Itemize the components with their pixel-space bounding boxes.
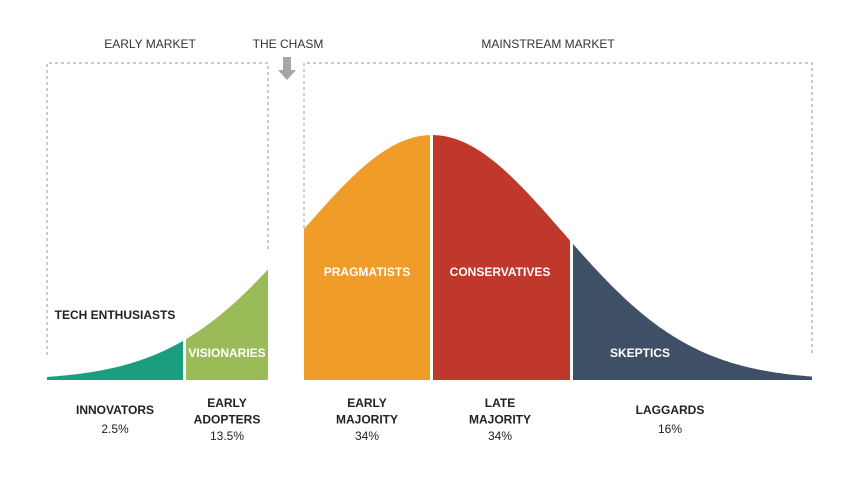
segment-area bbox=[433, 135, 570, 380]
segment-area bbox=[304, 135, 430, 380]
early-market-bracket bbox=[46, 62, 269, 355]
group-share: 16% bbox=[658, 422, 682, 436]
group-name: MAJORITY bbox=[469, 413, 531, 427]
group-share: 34% bbox=[488, 429, 512, 443]
mainstream-market-label: MAINSTREAM MARKET bbox=[481, 37, 615, 51]
segment-area bbox=[186, 269, 268, 380]
segment-label: TECH ENTHUSIASTS bbox=[55, 308, 176, 322]
mainstream-market-bracket bbox=[303, 62, 813, 355]
chasm-label: THE CHASM bbox=[253, 37, 324, 51]
group-name: EARLY bbox=[347, 396, 387, 410]
group-name: INNOVATORS bbox=[76, 403, 154, 417]
segment-label: PRAGMATISTS bbox=[324, 265, 410, 279]
group-name: MAJORITY bbox=[336, 413, 398, 427]
group-share: 2.5% bbox=[101, 422, 129, 436]
early-market-label: EARLY MARKET bbox=[104, 37, 196, 51]
segment-label: VISIONARIES bbox=[188, 346, 265, 360]
group-share: 13.5% bbox=[210, 429, 244, 443]
segment-area bbox=[573, 243, 812, 380]
segment-area bbox=[47, 340, 183, 380]
chasm-arrow bbox=[278, 57, 296, 80]
segment-label: SKEPTICS bbox=[610, 346, 670, 360]
segment-label: CONSERVATIVES bbox=[450, 265, 551, 279]
group-name: LAGGARDS bbox=[636, 403, 705, 417]
group-name: ADOPTERS bbox=[194, 413, 261, 427]
group-share: 34% bbox=[355, 429, 379, 443]
group-name: LATE bbox=[485, 396, 515, 410]
group-name: EARLY bbox=[207, 396, 247, 410]
